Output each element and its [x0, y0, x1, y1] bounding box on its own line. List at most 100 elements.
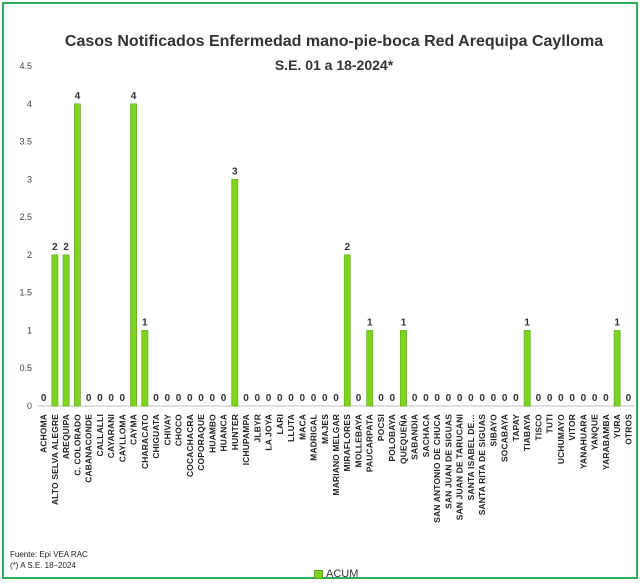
x-category-label: YANAHUARA [578, 414, 588, 469]
x-category-label: CAYMA [129, 414, 139, 445]
x-category-label: QUEQUEÑA [398, 414, 408, 464]
x-category-label: TAPAY [511, 414, 521, 442]
y-tick-label: 2.5 [19, 212, 32, 222]
data-label: 3 [232, 166, 238, 177]
data-label: 4 [75, 91, 81, 102]
data-label: 2 [52, 242, 58, 253]
x-category-label: SIBAYO [488, 414, 498, 447]
x-category-label: CAYARANI [106, 414, 116, 458]
y-tick-label: 4.5 [19, 61, 32, 71]
data-label: 0 [378, 393, 384, 404]
data-label: 0 [356, 393, 362, 404]
x-category-label: SABANDIA [410, 414, 420, 460]
x-category-label: HUAMBO [207, 414, 217, 453]
x-category-label: CAYLLOMA [117, 414, 127, 462]
chart-title: Casos Notificados Enfermedad mano-pie-bo… [65, 33, 603, 50]
data-label: 0 [536, 393, 542, 404]
x-category-label: C. COLORADO [72, 414, 82, 476]
chart-subtitle: S.E. 01 a 18-2024* [275, 57, 394, 73]
data-label: 0 [277, 393, 283, 404]
y-tick-label: 1.5 [19, 288, 32, 298]
data-label: 1 [614, 317, 620, 328]
x-category-label: SAN ANTONIO DE CHUCA [432, 414, 442, 523]
x-category-label: YURA [612, 414, 622, 439]
bar [51, 254, 59, 407]
x-category-label: TISCO [533, 414, 543, 441]
x-category-label: MAJES [320, 414, 330, 444]
data-label: 0 [97, 393, 103, 404]
bar [141, 330, 149, 407]
legend: ACUM [314, 568, 358, 580]
x-category-label: TIABAYA [522, 414, 532, 451]
x-category-label: CABANACONDE [84, 414, 94, 483]
data-label: 0 [558, 393, 564, 404]
x-category-label: SOCABAYA [500, 414, 510, 462]
data-label: 0 [457, 393, 463, 404]
data-label: 0 [491, 393, 497, 404]
source-note: Fuente: Epi VEA RAC (*) A S.E. 18–2024 [10, 549, 88, 571]
bar [62, 254, 70, 407]
x-category-label: POLOBAYA [387, 414, 397, 462]
data-label: 0 [603, 393, 609, 404]
y-tick-label: 0.5 [19, 363, 32, 373]
y-tick-label: 0 [27, 401, 32, 411]
y-tick-label: 3 [27, 174, 32, 184]
data-label: 0 [255, 393, 261, 404]
x-category-label: OTROS [623, 414, 633, 445]
x-category-label: TUTI [545, 414, 555, 433]
x-category-label: HUANCA [219, 414, 229, 452]
x-category-label: LLUTA [286, 414, 296, 442]
data-label: 0 [333, 393, 339, 404]
data-label: 1 [142, 317, 148, 328]
x-category-label: UCHUMAYO [556, 414, 566, 464]
x-category-label: LARI [275, 414, 285, 434]
data-label: 0 [468, 393, 474, 404]
legend-swatch [314, 569, 323, 579]
x-axis-categories: ACHOMA ALTO SELVA ALEGRE AREQUIPA C. COLORA… [39, 414, 634, 523]
bar [613, 330, 621, 407]
data-label: 0 [569, 393, 575, 404]
data-label: 0 [299, 393, 305, 404]
data-label: 0 [108, 393, 114, 404]
x-category-label: MARIANO MELGAR [331, 414, 341, 495]
data-label: 0 [592, 393, 598, 404]
x-category-label: MACA [297, 414, 307, 440]
x-category-label: AREQUIPA [61, 414, 71, 459]
bar-chart: Casos Notificados Enfermedad mano-pie-bo… [19, 33, 634, 523]
x-category-label: SANTA RITA DE SIGUAS [477, 414, 487, 515]
x-category-label: CHARACATO [140, 414, 150, 469]
x-category-label: COPORAQUE [196, 414, 206, 471]
data-label: 1 [367, 317, 373, 328]
data-label: 0 [86, 393, 92, 404]
bar [343, 254, 351, 407]
data-label: 0 [322, 393, 328, 404]
data-label: 0 [165, 393, 171, 404]
source-line: Fuente: Epi VEA RAC [10, 550, 88, 559]
x-category-label: LA JOYA [264, 414, 274, 451]
data-label: 0 [513, 393, 519, 404]
x-category-label: PAUCARPATA [365, 414, 375, 472]
data-label: 0 [479, 393, 485, 404]
x-category-label: SANTA ISABEL DE… [466, 414, 476, 500]
data-label: 0 [311, 393, 317, 404]
data-label: 0 [446, 393, 452, 404]
x-category-label: POCSI [376, 414, 386, 441]
data-label: 0 [502, 393, 508, 404]
x-category-label: CHIVAY [162, 414, 172, 446]
data-label: 0 [434, 393, 440, 404]
data-label: 0 [626, 393, 632, 404]
x-category-label: CALLALLI [95, 414, 105, 457]
y-tick-label: 4 [27, 99, 32, 109]
x-category-label: CHOCO [174, 414, 184, 446]
data-label: 0 [288, 393, 294, 404]
data-label: 0 [41, 393, 47, 404]
data-label: 0 [153, 393, 159, 404]
x-category-label: CHIGUATA [151, 414, 161, 459]
data-label: 0 [198, 393, 204, 404]
legend-label: ACUM [326, 568, 359, 580]
data-label: 0 [243, 393, 249, 404]
data-label: 2 [344, 242, 350, 253]
data-label: 1 [401, 317, 407, 328]
